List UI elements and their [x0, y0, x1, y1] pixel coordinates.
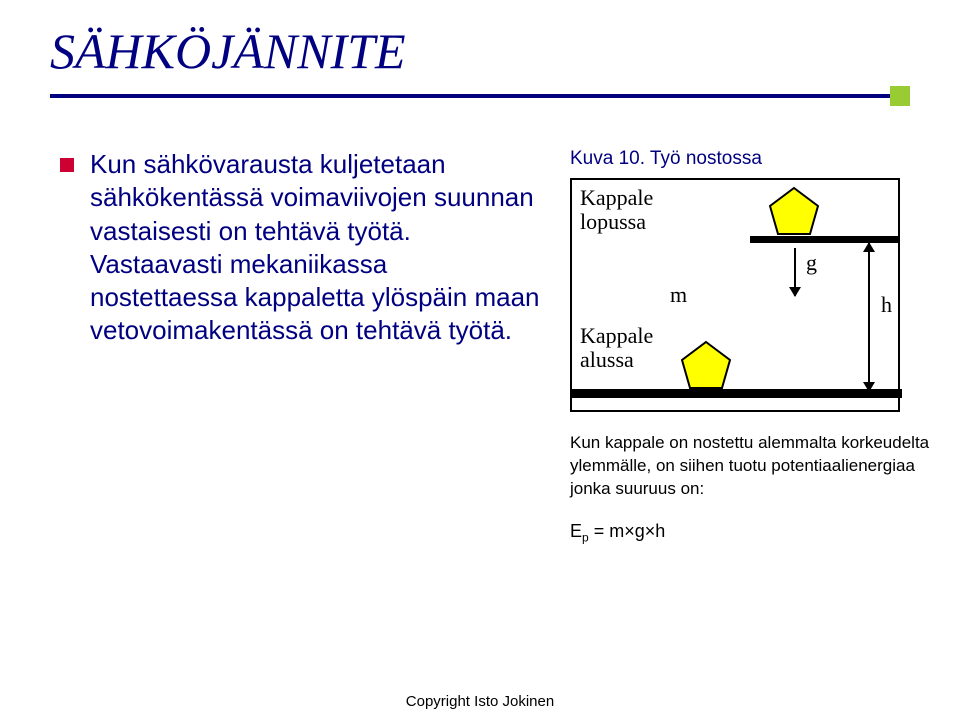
formula-sub: p: [582, 530, 589, 544]
diagram-description: Kun kappale on nostettu alemmalta korkeu…: [570, 432, 930, 501]
label-bottom-text: Kappalealussa: [580, 323, 653, 372]
formula: Ep = m×g×h: [570, 521, 930, 545]
content-area: Kun sähkövarausta kuljetetaan sähkökentä…: [0, 98, 960, 544]
bullet-item: Kun sähkövarausta kuljetetaan sähkökentä…: [60, 148, 540, 348]
label-top-text: Kappalelopussa: [580, 185, 653, 234]
platform-top: [750, 236, 898, 243]
figure-caption: Kuva 10. Työ nostossa: [570, 148, 930, 170]
platform-bottom: [572, 389, 902, 398]
label-bottom: Kappalealussa: [580, 324, 653, 372]
formula-rest: = m×g×h: [589, 521, 666, 541]
label-g: g: [806, 250, 817, 276]
label-m: m: [670, 282, 687, 308]
label-h: h: [881, 292, 892, 318]
footer-copyright: Copyright Isto Jokinen: [0, 693, 960, 710]
body-text: Kun sähkövarausta kuljetetaan sähkökentä…: [90, 148, 540, 348]
formula-e: E: [570, 521, 582, 541]
pentagon-top-icon: [766, 186, 822, 238]
pentagon-bottom-icon: [678, 340, 734, 392]
right-column: Kuva 10. Työ nostossa Kappalelopussa m g…: [570, 148, 930, 544]
arrow-h: [868, 243, 870, 391]
left-column: Kun sähkövarausta kuljetetaan sähkökentä…: [60, 148, 540, 544]
bullet-icon: [60, 158, 74, 172]
title-underline: [50, 94, 910, 98]
slide-title: SÄHKÖJÄNNITE: [0, 0, 960, 80]
arrow-g: [794, 248, 796, 296]
diagram: Kappalelopussa m g h Kappalealussa: [570, 178, 900, 412]
label-top: Kappalelopussa: [580, 186, 653, 234]
